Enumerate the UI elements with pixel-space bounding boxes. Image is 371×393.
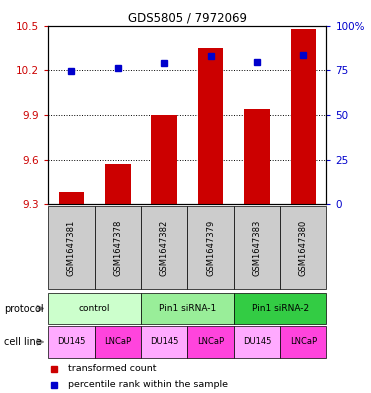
Bar: [198, 48, 223, 204]
Bar: [95, 326, 141, 358]
Bar: [59, 193, 84, 204]
Text: GSM1647383: GSM1647383: [252, 219, 262, 276]
Text: GSM1647380: GSM1647380: [299, 219, 308, 276]
Bar: [48, 206, 95, 289]
Bar: [95, 206, 141, 289]
Bar: [141, 326, 187, 358]
Text: GSM1647382: GSM1647382: [160, 219, 169, 276]
Text: protocol: protocol: [4, 303, 43, 314]
Text: DU145: DU145: [57, 338, 86, 346]
Bar: [141, 206, 187, 289]
Text: DU145: DU145: [150, 338, 178, 346]
Text: percentile rank within the sample: percentile rank within the sample: [68, 380, 228, 389]
Text: Pin1 siRNA-2: Pin1 siRNA-2: [252, 304, 309, 313]
Bar: [105, 164, 131, 204]
Title: GDS5805 / 7972069: GDS5805 / 7972069: [128, 11, 247, 24]
Bar: [234, 293, 326, 324]
Bar: [244, 109, 270, 204]
Text: LNCaP: LNCaP: [104, 338, 131, 346]
Bar: [141, 293, 234, 324]
Bar: [280, 206, 326, 289]
Bar: [48, 326, 95, 358]
Text: LNCaP: LNCaP: [290, 338, 317, 346]
Bar: [187, 206, 234, 289]
Bar: [48, 293, 141, 324]
Text: GSM1647378: GSM1647378: [113, 219, 122, 276]
Text: cell line: cell line: [4, 337, 42, 347]
Text: transformed count: transformed count: [68, 364, 156, 373]
Bar: [187, 326, 234, 358]
Text: GSM1647379: GSM1647379: [206, 219, 215, 276]
Text: LNCaP: LNCaP: [197, 338, 224, 346]
Bar: [280, 326, 326, 358]
Text: control: control: [79, 304, 110, 313]
Bar: [290, 29, 316, 204]
Text: GSM1647381: GSM1647381: [67, 219, 76, 276]
Bar: [234, 326, 280, 358]
Text: DU145: DU145: [243, 338, 271, 346]
Text: Pin1 siRNA-1: Pin1 siRNA-1: [159, 304, 216, 313]
Bar: [151, 115, 177, 204]
Bar: [234, 206, 280, 289]
